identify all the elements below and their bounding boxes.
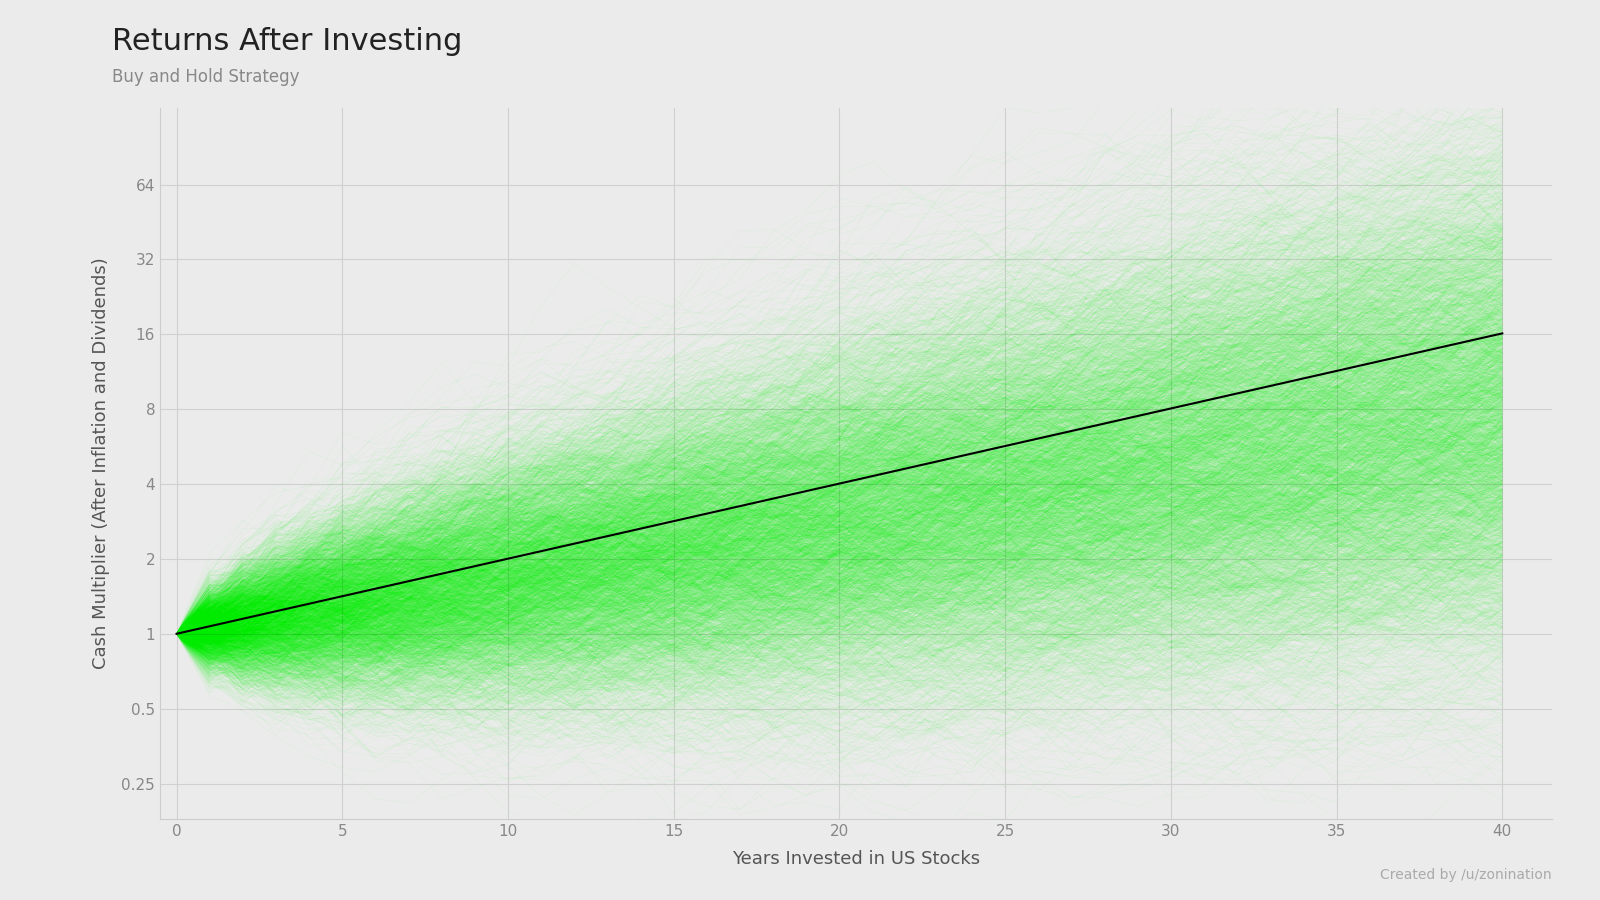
Y-axis label: Cash Multiplier (After Inflation and Dividends): Cash Multiplier (After Inflation and Div… (93, 257, 110, 670)
Text: Created by /u/zonination: Created by /u/zonination (1381, 868, 1552, 882)
Text: Buy and Hold Strategy: Buy and Hold Strategy (112, 68, 299, 86)
Text: Returns After Investing: Returns After Investing (112, 27, 462, 56)
X-axis label: Years Invested in US Stocks: Years Invested in US Stocks (731, 850, 981, 868)
